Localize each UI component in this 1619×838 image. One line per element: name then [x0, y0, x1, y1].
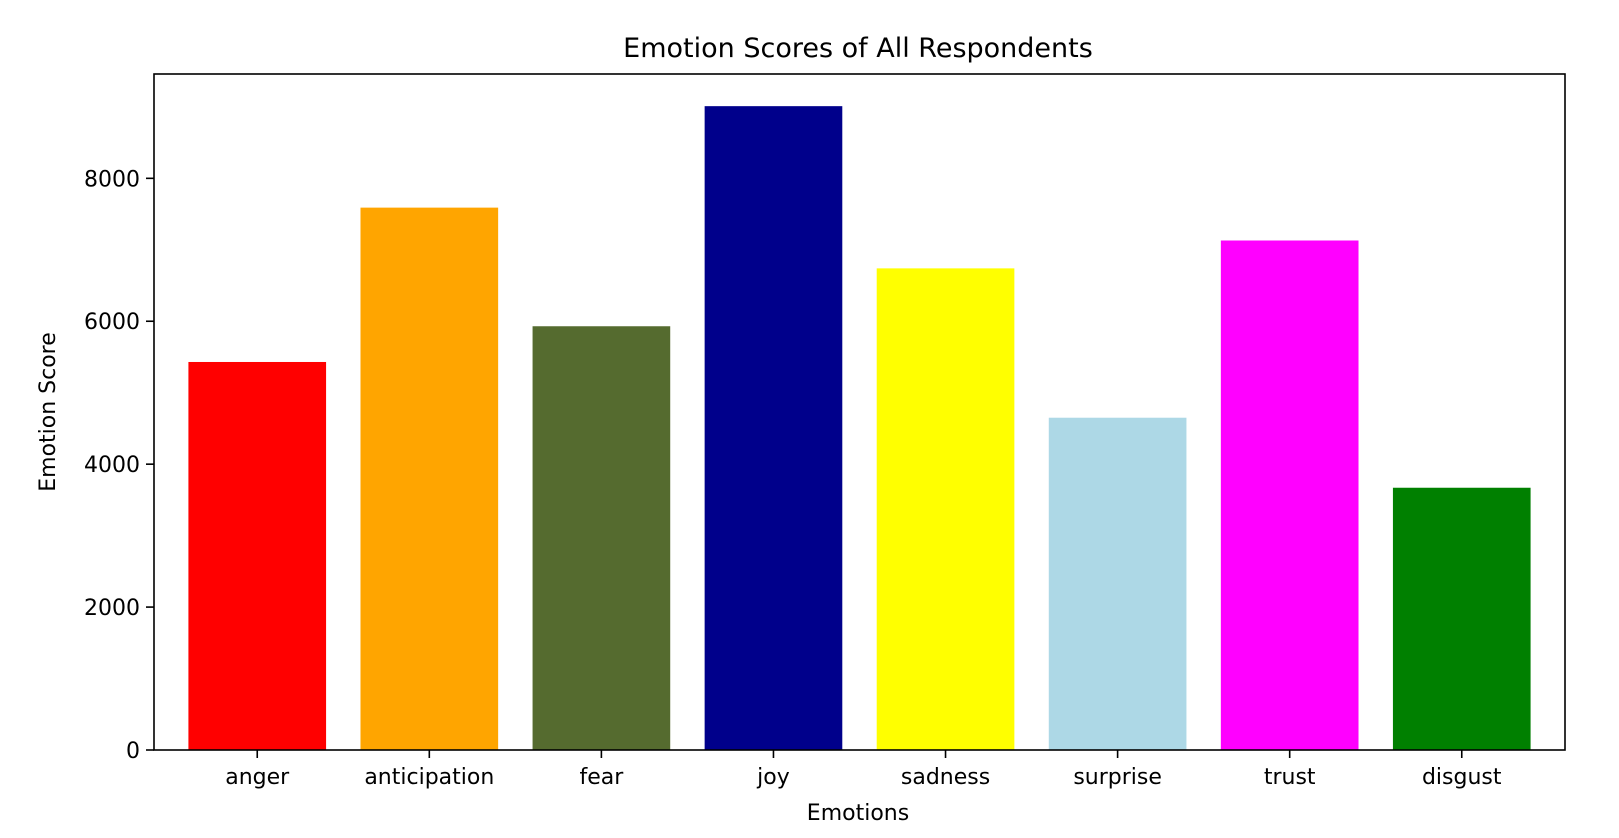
bar-anger [188, 361, 327, 750]
y-tick-label: 0 [126, 739, 140, 764]
bar-anticipation [360, 207, 499, 750]
y-tick-label: 4000 [84, 453, 140, 478]
bar-sadness [876, 268, 1015, 750]
bar-fear [532, 326, 671, 750]
x-tick-label: anger [225, 765, 290, 790]
bar-trust [1220, 240, 1359, 750]
bar-disgust [1392, 487, 1531, 750]
x-tick-label: joy [756, 765, 790, 790]
x-tick-label: fear [579, 765, 624, 790]
x-tick-label: trust [1264, 765, 1316, 790]
bar-joy [704, 106, 843, 751]
x-tick-label: surprise [1073, 765, 1162, 790]
x-tick-label: sadness [901, 765, 990, 790]
x-tick-label: anticipation [364, 765, 494, 790]
x-axis-label: Emotions [807, 801, 909, 826]
y-tick-label: 2000 [84, 596, 140, 621]
x-axis-ticks: anger anticipation fear joy sadness surprise t… [225, 750, 1502, 790]
y-tick-label: 8000 [84, 167, 140, 192]
chart-title: Emotion Scores of All Respondents [623, 33, 1093, 64]
bars-group [188, 106, 1531, 751]
y-axis-label: Emotion Score [36, 332, 61, 492]
plot-frame [153, 73, 1566, 751]
y-axis-ticks: 0 2000 4000 6000 8000 [84, 167, 154, 764]
x-tick-label: disgust [1422, 765, 1502, 790]
bar-surprise [1048, 417, 1187, 750]
y-tick-label: 6000 [84, 310, 140, 335]
